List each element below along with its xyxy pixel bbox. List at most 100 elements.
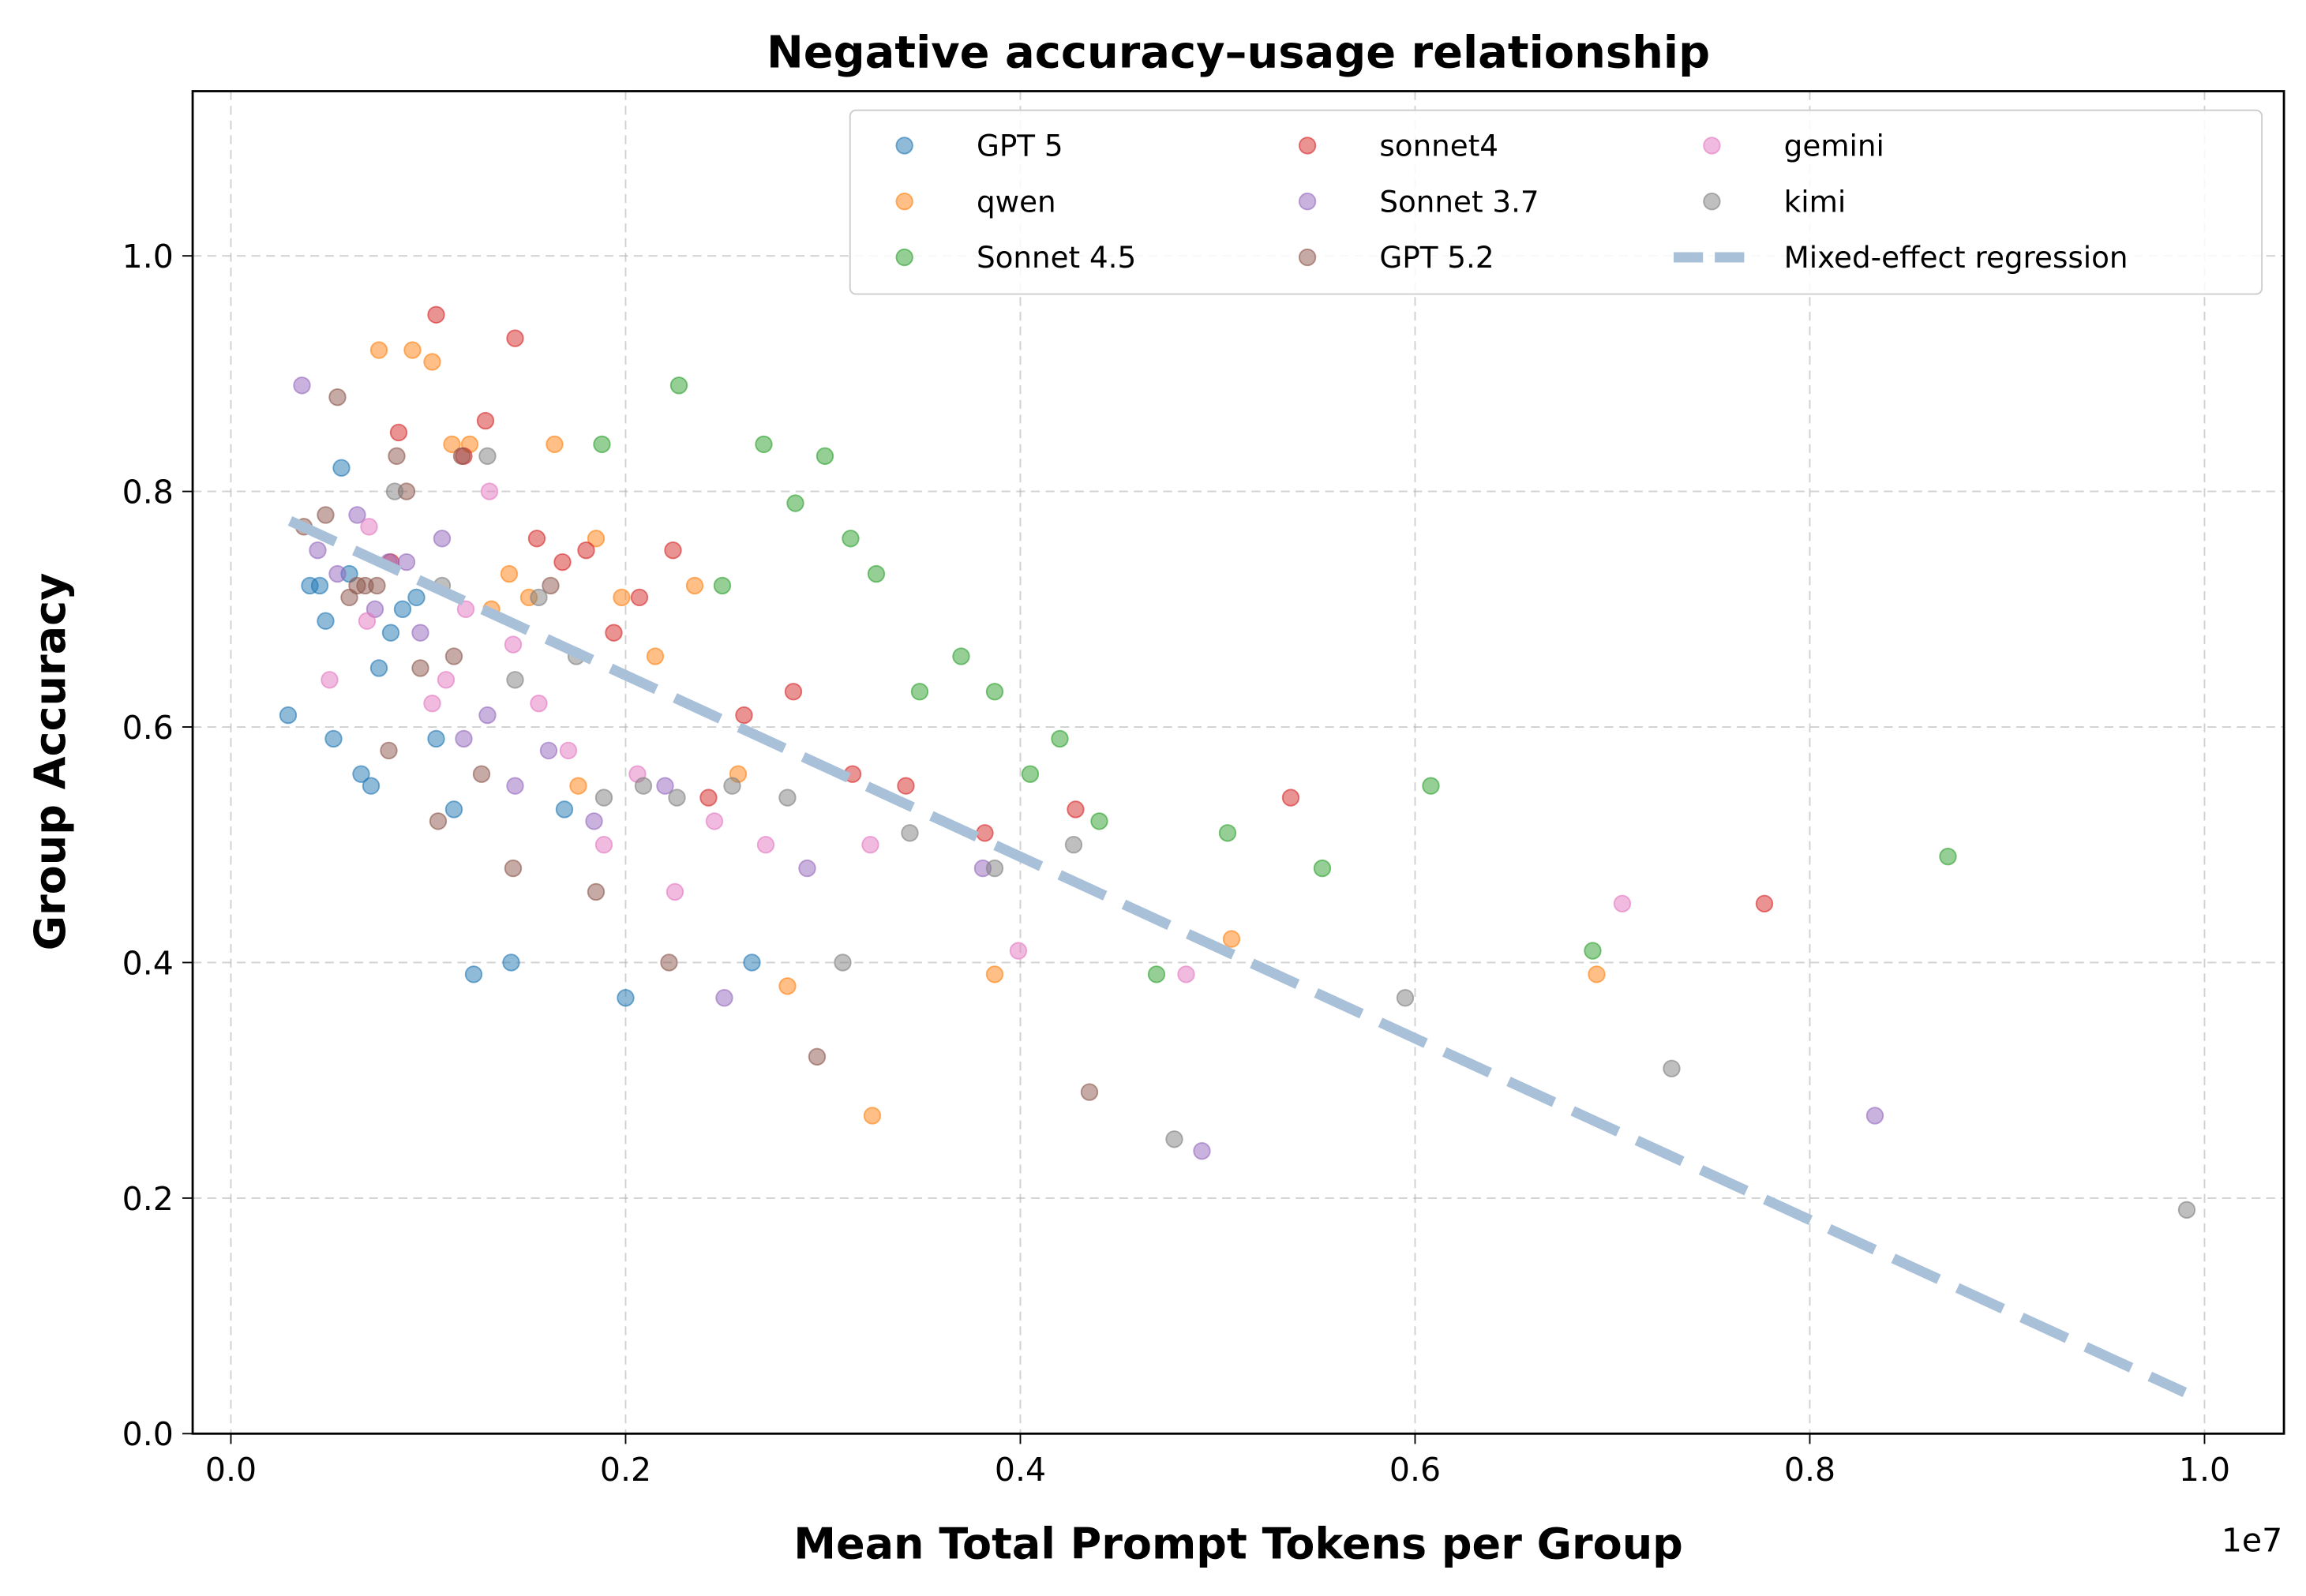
y-tick-label: 1.0 — [122, 238, 174, 275]
data-point-sonnet4 — [735, 706, 753, 725]
legend-label: GPT 5 — [977, 128, 1063, 163]
data-point-sonnet4 — [1067, 800, 1085, 819]
data-point-sonnet-3-7 — [539, 741, 558, 760]
data-point-gemini — [504, 635, 523, 654]
data-point-gemini — [358, 612, 377, 630]
data-point-sonnet-3-7 — [585, 812, 603, 830]
data-point-sonnet4 — [605, 624, 623, 642]
legend: GPT 5 qwen Sonnet 4.5 sonnet4 Sonnet 3.7 GPT … — [849, 109, 2263, 295]
data-point-gpt-5-2 — [328, 388, 347, 406]
x-tick-label: 0.4 — [995, 1451, 1046, 1489]
data-point-gpt-5-2 — [808, 1047, 827, 1066]
data-point-gemini — [559, 741, 578, 760]
legend-marker — [1703, 137, 1721, 155]
data-point-kimi — [985, 859, 1004, 878]
y-tick-label: 0.0 — [122, 1415, 174, 1453]
data-point-gpt-5-2 — [472, 765, 491, 783]
data-point-sonnet4 — [630, 588, 649, 607]
data-point-gemini — [360, 518, 378, 536]
data-point-gpt-5 — [555, 800, 574, 819]
data-point-gemini — [437, 671, 456, 689]
data-point-gemini — [594, 836, 613, 854]
data-point-kimi — [2177, 1201, 2196, 1219]
data-point-kimi — [778, 789, 797, 807]
data-point-gemini — [530, 695, 548, 713]
data-point-sonnet4 — [976, 824, 994, 842]
data-point-sonnet-4-5 — [1147, 965, 1166, 983]
data-point-qwen — [863, 1107, 882, 1125]
data-point-sonnet-4-5 — [713, 576, 732, 595]
data-point-sonnet-3-7 — [348, 506, 366, 524]
regression-line — [287, 515, 2188, 1398]
data-point-qwen — [985, 965, 1004, 983]
legend-label: Sonnet 3.7 — [1379, 184, 1539, 219]
legend-label: Sonnet 4.5 — [977, 240, 1136, 275]
data-point-sonnet4 — [1755, 894, 1774, 913]
data-point-gpt-5 — [332, 459, 351, 477]
data-point-sonnet-3-7 — [715, 989, 733, 1007]
data-point-sonnet-4-5 — [910, 683, 929, 701]
y-tick-label: 0.6 — [122, 709, 174, 747]
data-point-gpt-5-2 — [587, 882, 606, 901]
data-point-kimi — [530, 588, 548, 607]
data-point-kimi — [834, 953, 852, 972]
data-points — [279, 305, 2196, 1219]
data-point-sonnet-3-7 — [433, 530, 452, 548]
data-point-sonnet4 — [664, 541, 682, 560]
data-point-sonnet-3-7 — [1193, 1142, 1211, 1160]
data-point-sonnet-4-5 — [1584, 942, 1602, 960]
data-point-gpt-5 — [317, 612, 335, 630]
data-point-kimi — [723, 777, 741, 795]
x-tick-label: 0.2 — [600, 1451, 651, 1489]
x-tick-label: 0.6 — [1389, 1451, 1441, 1489]
legend-label: Mixed-effect regression — [1784, 240, 2128, 275]
data-point-sonnet4 — [1281, 789, 1300, 807]
data-point-gemini — [321, 671, 339, 689]
legend-marker — [895, 193, 913, 211]
legend-marker — [1298, 137, 1317, 155]
data-point-qwen — [613, 588, 631, 607]
data-point-gpt-5 — [427, 729, 445, 748]
x-axis-label: Mean Total Prompt Tokens per Group — [793, 1519, 1683, 1569]
data-point-sonnet-3-7 — [411, 624, 429, 642]
x-tick-label: 0.0 — [205, 1451, 257, 1489]
data-point-sonnet-4-5 — [1021, 765, 1040, 783]
data-point-sonnet4 — [897, 777, 915, 795]
data-point-sonnet4 — [427, 305, 445, 324]
data-point-sonnet-3-7 — [309, 541, 327, 560]
data-point-qwen — [403, 341, 422, 359]
legend-marker — [1298, 248, 1317, 267]
data-point-sonnet4 — [476, 411, 495, 430]
data-point-gemini — [756, 836, 775, 854]
legend-marker — [1703, 193, 1721, 211]
legend-marker — [1298, 193, 1317, 211]
data-point-gpt-5-2 — [388, 447, 406, 466]
data-point-qwen — [778, 977, 797, 995]
data-point-sonnet-4-5 — [755, 435, 773, 454]
data-point-sonnet-4-5 — [867, 564, 886, 583]
data-point-gpt-5 — [362, 777, 381, 795]
y-tick-label: 0.2 — [122, 1180, 174, 1218]
data-point-gpt-5 — [381, 624, 400, 642]
data-point-gpt-5-2 — [411, 659, 429, 677]
data-point-sonnet-3-7 — [397, 553, 416, 571]
data-point-gemini — [705, 812, 724, 830]
data-point-kimi — [1064, 836, 1083, 854]
data-point-qwen — [1588, 965, 1606, 983]
data-point-gpt-5-2 — [660, 953, 678, 972]
data-point-sonnet-3-7 — [293, 377, 311, 395]
data-point-gpt-5-2 — [452, 447, 471, 466]
data-point-sonnet4 — [553, 553, 572, 571]
data-point-gpt-5-2 — [368, 576, 386, 595]
x-offset-label: 1e7 — [2222, 1521, 2282, 1559]
data-point-gemini — [666, 882, 684, 901]
data-point-sonnet-4-5 — [593, 435, 611, 454]
data-point-gemini — [423, 695, 441, 713]
legend-label: qwen — [977, 184, 1056, 219]
data-point-gpt-5-2 — [542, 576, 560, 595]
data-point-qwen — [443, 435, 461, 454]
data-point-qwen — [1222, 930, 1241, 948]
data-point-sonnet4 — [506, 329, 524, 347]
data-point-sonnet-4-5 — [786, 494, 804, 512]
